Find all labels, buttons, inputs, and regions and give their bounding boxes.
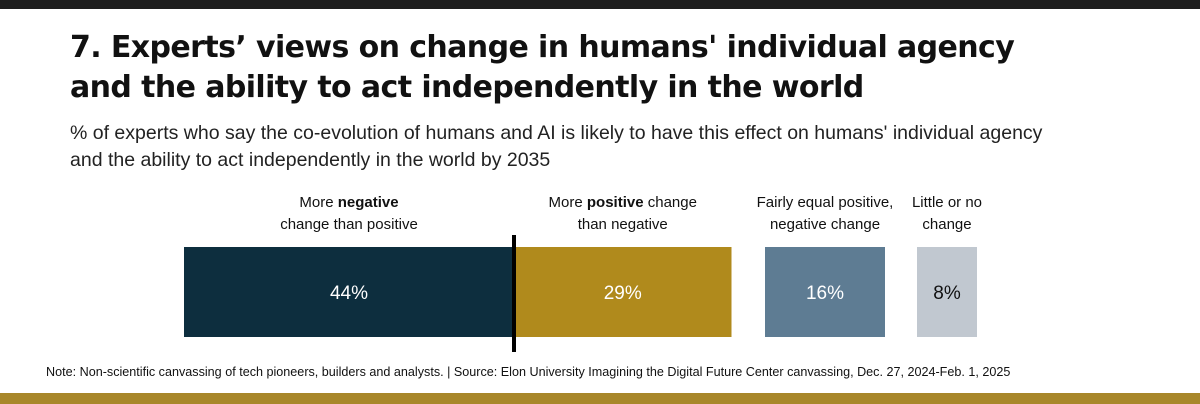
chart-title: 7. Experts’ views on change in humans' i… [70,28,1170,108]
category-label-3-line-1: Fairly equal positive, [757,194,894,211]
bar-1 [184,247,514,337]
bar-2 [514,247,732,337]
top-accent-bar [0,0,1200,9]
title-line-2: and the ability to act independently in … [70,70,864,105]
category-label-1-line-1: More negative [299,194,398,211]
category-label-4-line-2: change [922,216,971,233]
category-label-3-line-2: negative change [770,216,880,233]
bottom-accent-bar [0,393,1200,404]
title-line-1: 7. Experts’ views on change in humans' i… [70,30,1015,65]
category-label-2-line-1: More positive change [549,194,697,211]
category-label-1-line-2: change than positive [280,216,418,233]
bar-4 [917,247,977,337]
chart-subtitle: % of experts who say the co-evolution of… [70,122,1043,171]
category-label-4-line-1: Little or no [912,194,982,211]
bar-value-label-1: 44% [330,283,368,304]
bar-value-label-2: 29% [604,283,642,304]
bar-value-label-3: 16% [806,283,844,304]
category-label-2-line-2: than negative [578,216,668,233]
bar-3 [765,247,885,337]
bar-value-label-4: 8% [933,283,961,304]
note-source: Note: Non-scientific canvassing of tech … [46,365,1011,379]
bar-chart: 44% More negative change than positive 29% M… [184,194,982,352]
